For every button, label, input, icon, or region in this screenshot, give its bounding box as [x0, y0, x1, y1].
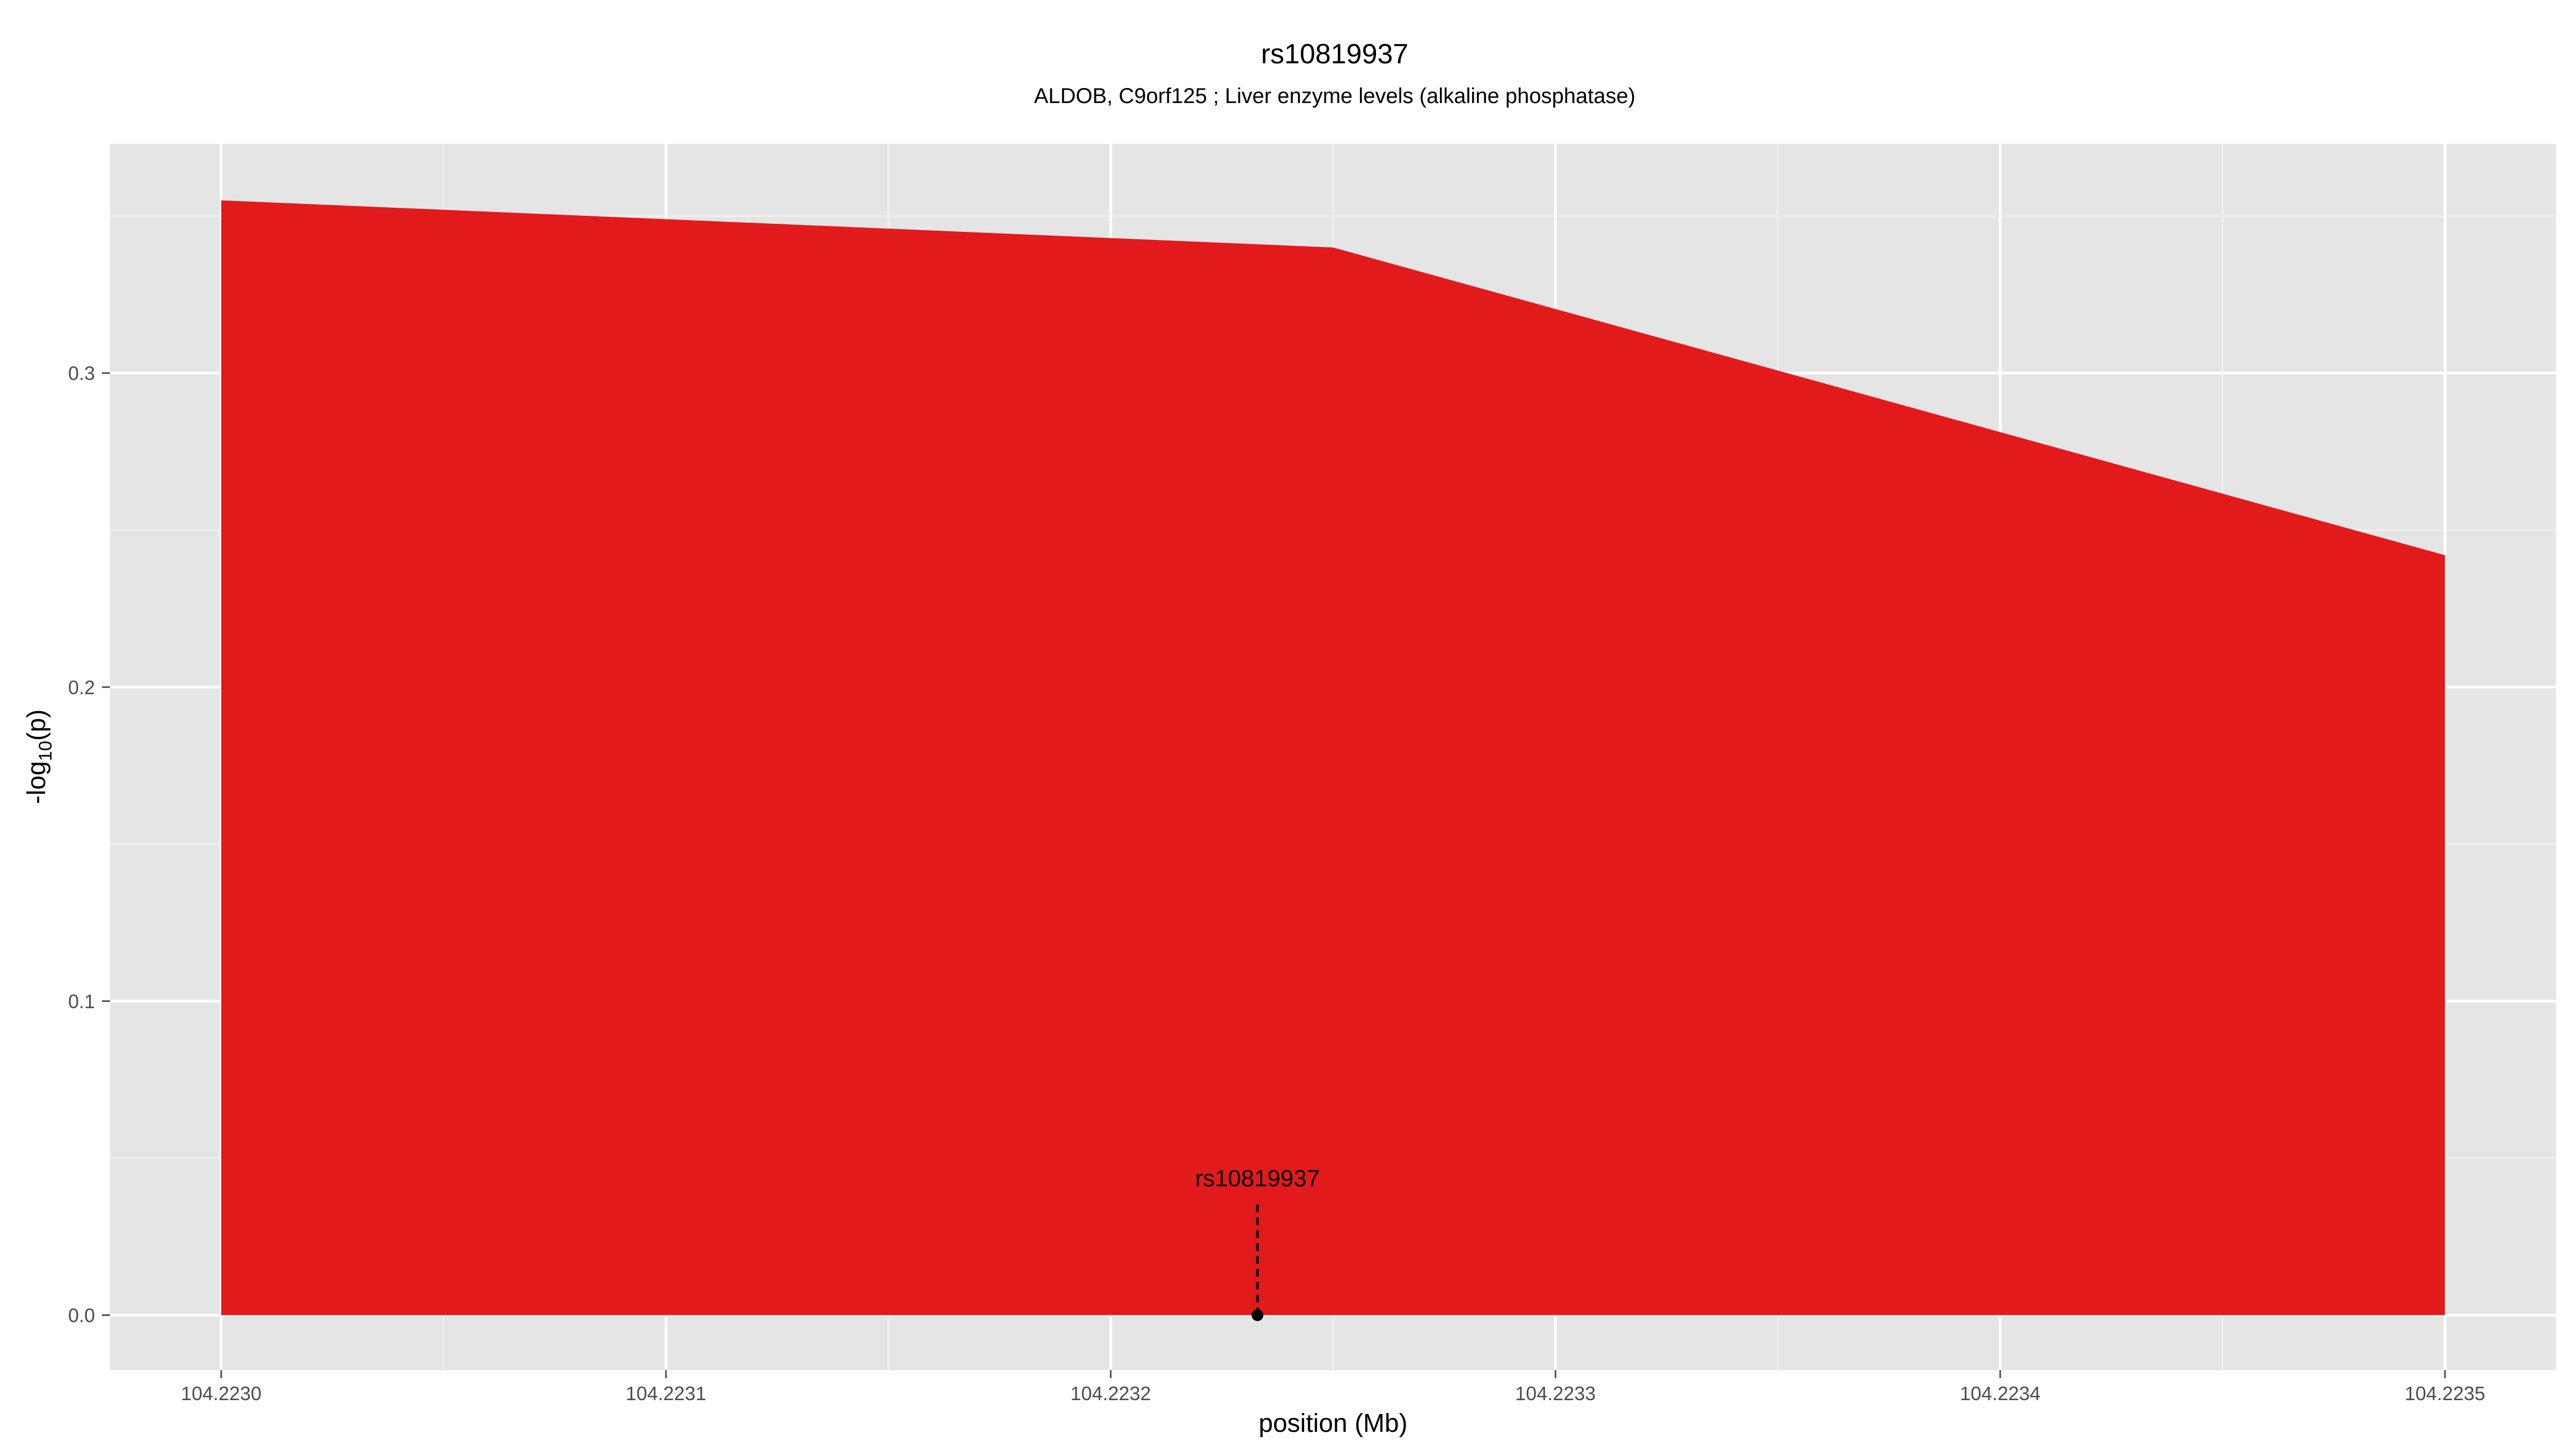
chart-title: rs10819937 — [1261, 39, 1409, 70]
y-tick-label: 0.1 — [68, 990, 95, 1012]
y-tick-label: 0.3 — [68, 362, 95, 384]
chart-subtitle: ALDOB, C9orf125 ; Liver enzyme levels (a… — [1034, 84, 1636, 108]
tick-layer: 104.2230 104.2231 104.2232 104.2233 104.2234… — [68, 362, 2485, 1404]
y-tick-label: 0.2 — [68, 676, 95, 698]
y-axis-label: -log10(p) — [23, 709, 56, 804]
x-tick-label: 104.2234 — [1960, 1382, 2040, 1404]
x-axis-label: position (Mb) — [1258, 1409, 1407, 1438]
y-axis-label-main: -log — [23, 761, 51, 804]
x-tick-label: 104.2230 — [181, 1382, 261, 1404]
y-axis-label-tail: (p) — [23, 709, 51, 741]
x-tick-label: 104.2232 — [1071, 1382, 1151, 1404]
x-tick-label: 104.2233 — [1515, 1382, 1596, 1404]
y-axis-label-subscript: 10 — [35, 741, 56, 761]
annotation-layer: rs10819937 — [1195, 1166, 1320, 1321]
x-tick-label: 104.2231 — [626, 1382, 706, 1404]
y-tick-label: 0.0 — [68, 1305, 95, 1327]
snp-label: rs10819937 — [1195, 1166, 1320, 1192]
snp-marker-point — [1252, 1309, 1264, 1321]
area-series — [221, 200, 2445, 1315]
x-tick-label: 104.2235 — [2405, 1382, 2485, 1404]
